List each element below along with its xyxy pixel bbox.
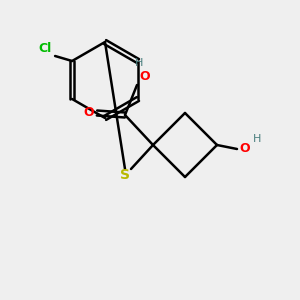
Text: H: H	[135, 58, 143, 68]
Text: O: O	[84, 106, 94, 118]
Text: H: H	[253, 134, 261, 144]
Text: O: O	[140, 70, 150, 83]
Text: S: S	[120, 168, 130, 182]
Text: O: O	[240, 142, 250, 155]
Text: Cl: Cl	[38, 41, 52, 55]
